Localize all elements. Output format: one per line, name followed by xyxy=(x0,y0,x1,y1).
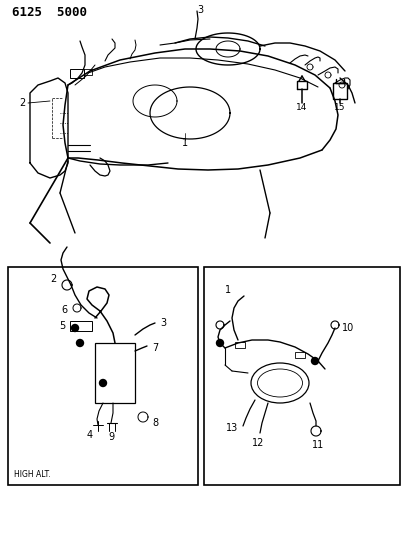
Circle shape xyxy=(311,358,319,365)
Bar xyxy=(295,352,305,358)
Bar xyxy=(204,267,400,485)
Text: 6125  5000: 6125 5000 xyxy=(12,6,87,20)
Text: 2: 2 xyxy=(50,274,56,284)
Text: 11: 11 xyxy=(312,440,324,450)
Text: 10: 10 xyxy=(342,323,354,333)
Bar xyxy=(95,343,135,403)
Bar xyxy=(70,321,92,331)
Text: HIGH ALT.: HIGH ALT. xyxy=(14,470,51,479)
Text: 4: 4 xyxy=(87,430,93,440)
Bar xyxy=(235,342,245,348)
Text: 15: 15 xyxy=(334,103,346,112)
Circle shape xyxy=(71,325,78,332)
Text: 12: 12 xyxy=(252,438,264,448)
Circle shape xyxy=(100,379,106,386)
Text: 2: 2 xyxy=(19,98,25,108)
Bar xyxy=(70,69,84,78)
Circle shape xyxy=(77,340,84,346)
Text: 3: 3 xyxy=(160,318,166,328)
Text: 7: 7 xyxy=(152,343,158,353)
Text: 13: 13 xyxy=(226,423,238,433)
Bar xyxy=(8,267,198,485)
Text: 6: 6 xyxy=(61,305,67,315)
Bar xyxy=(84,69,92,75)
Text: 8: 8 xyxy=(152,418,158,428)
Text: 1: 1 xyxy=(225,285,231,295)
Text: 9: 9 xyxy=(108,432,114,442)
Bar xyxy=(333,83,347,99)
Text: 14: 14 xyxy=(296,103,308,112)
Text: 1: 1 xyxy=(182,138,188,148)
Circle shape xyxy=(217,340,224,346)
Text: 3: 3 xyxy=(197,5,203,15)
Text: 5: 5 xyxy=(59,321,65,331)
